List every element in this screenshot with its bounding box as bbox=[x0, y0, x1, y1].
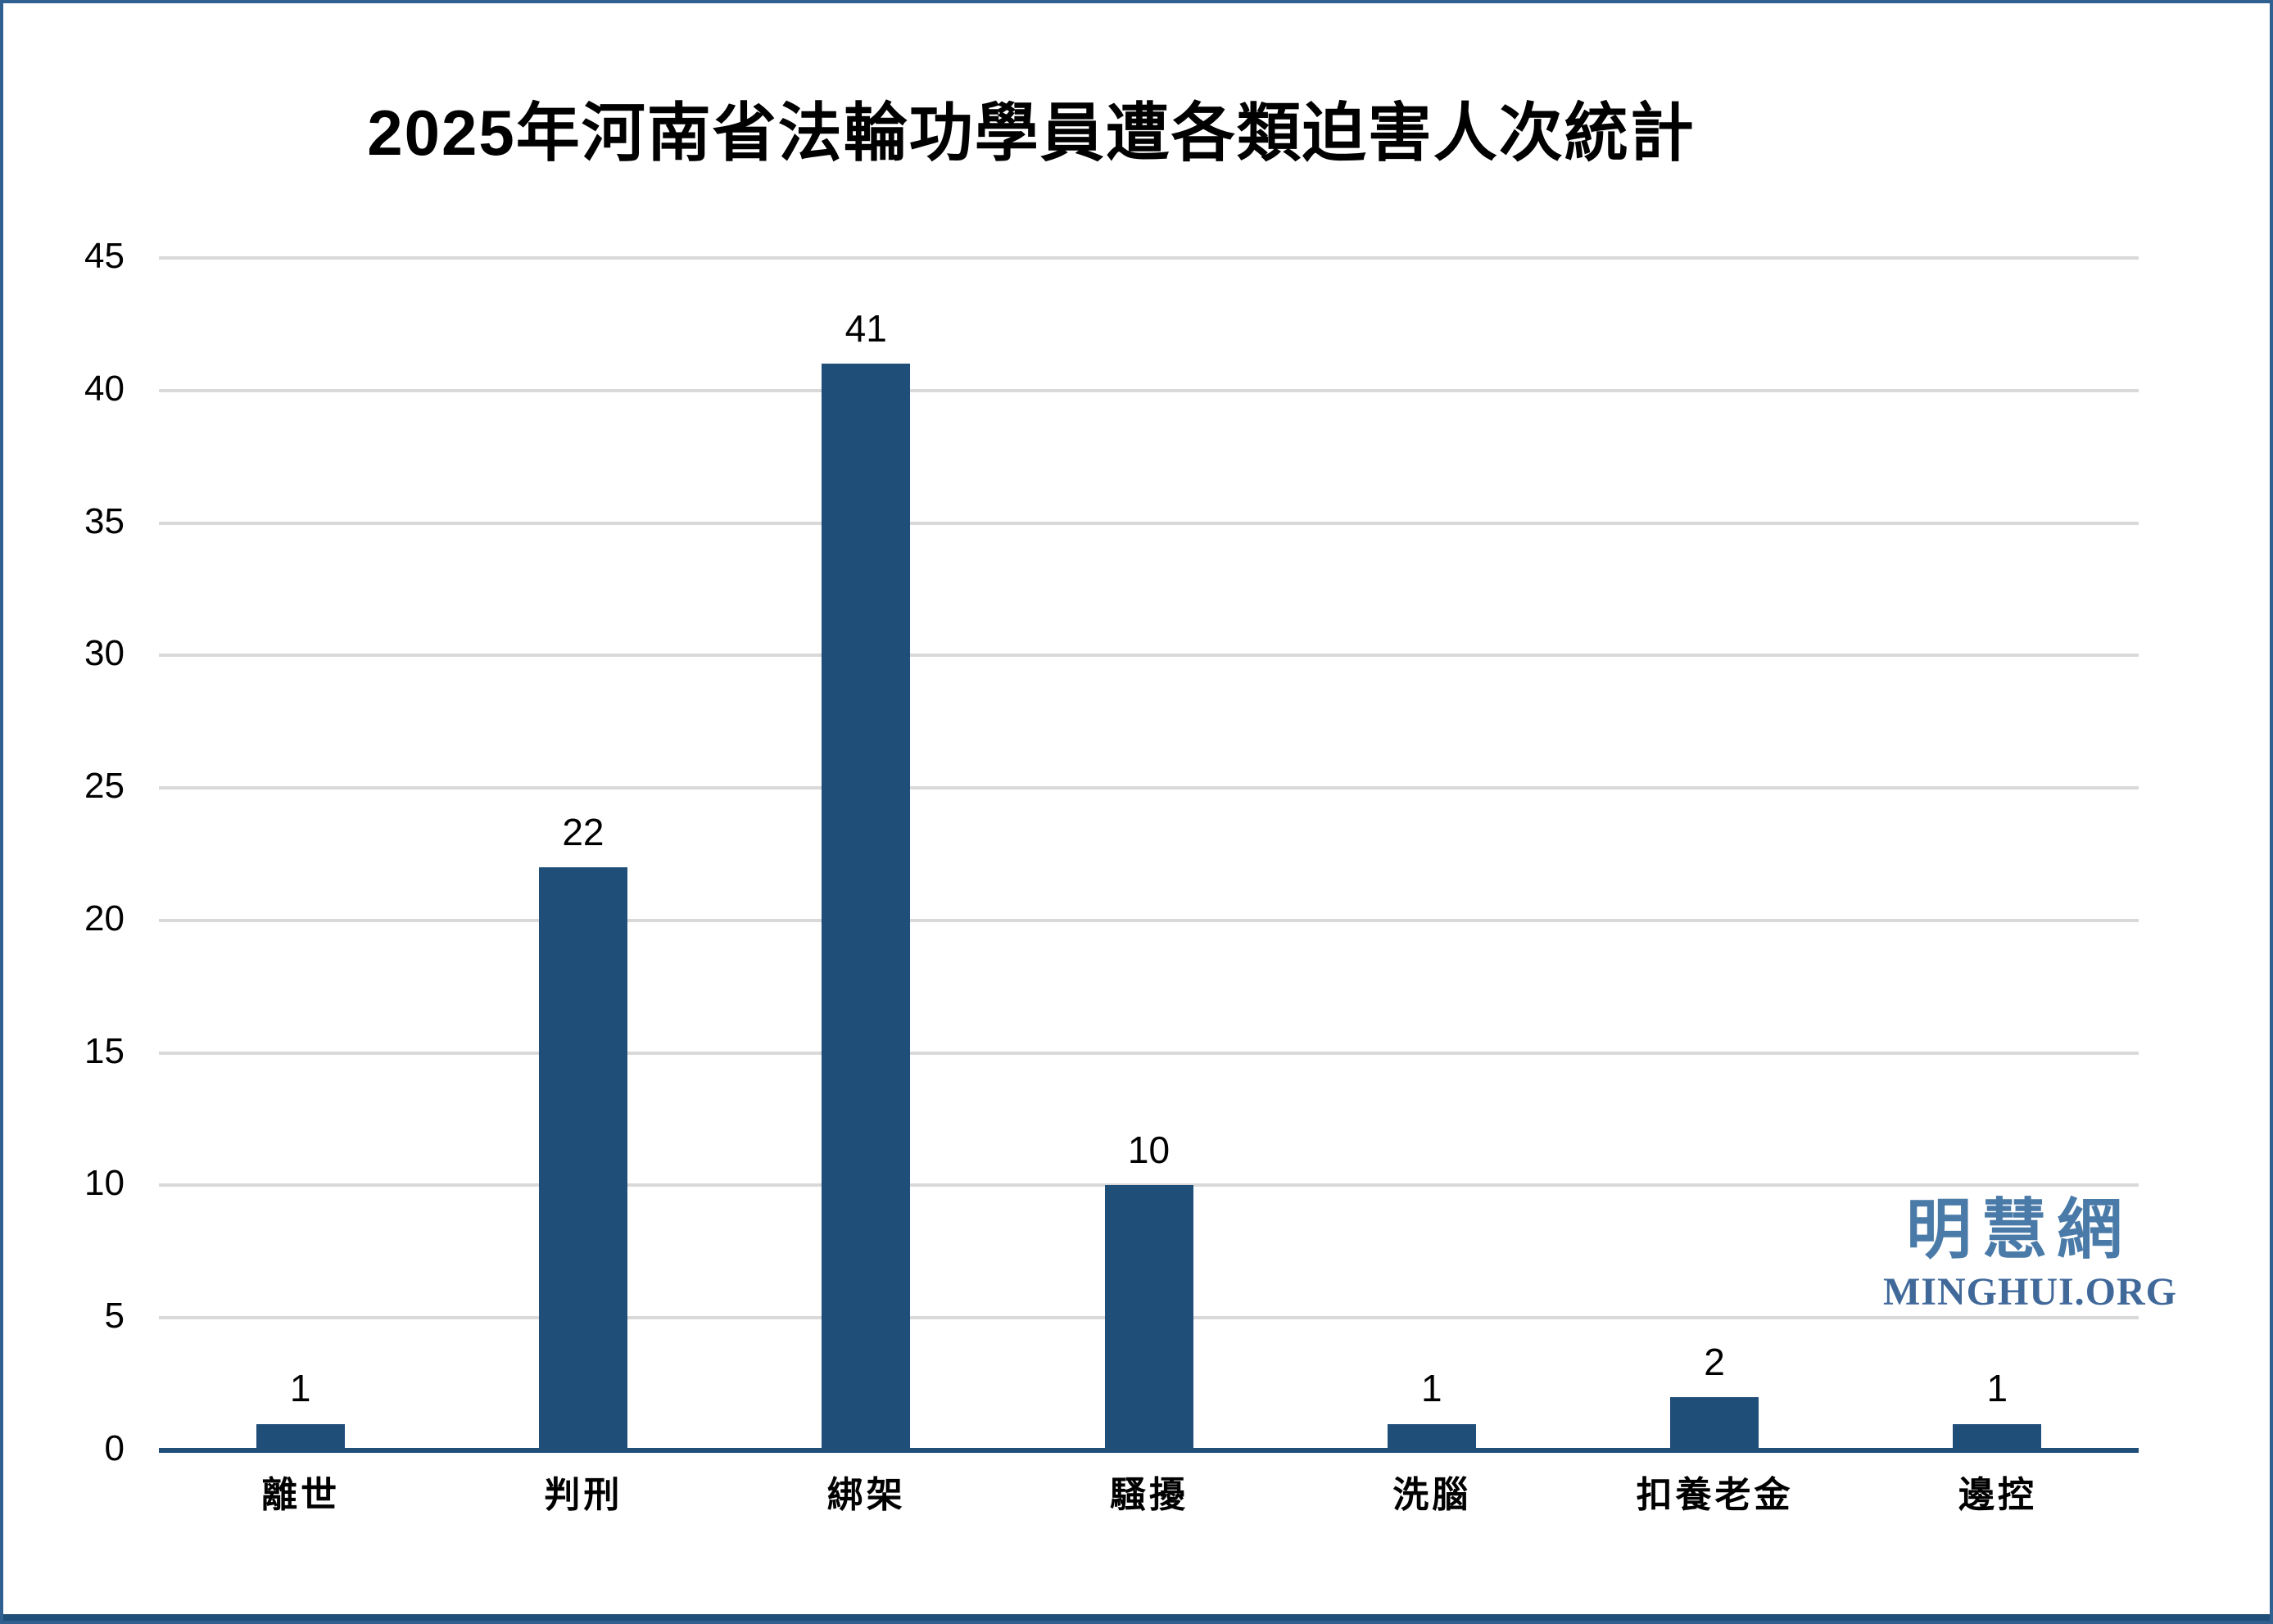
gridline-15 bbox=[159, 1051, 2139, 1055]
y-tick-label-40: 40 bbox=[84, 368, 125, 409]
bar-value-label-騷擾: 10 bbox=[1127, 1128, 1170, 1171]
bar-洗腦 bbox=[1387, 1423, 1476, 1450]
bar-綁架 bbox=[822, 364, 911, 1450]
x-tick-label-洗腦: 洗腦 bbox=[1392, 1475, 1472, 1515]
x-tick-label-離世: 離世 bbox=[261, 1475, 341, 1515]
y-tick-label-5: 5 bbox=[104, 1296, 125, 1337]
bar-value-label-扣養老金: 2 bbox=[1704, 1340, 1725, 1383]
x-tick-label-判刑: 判刑 bbox=[544, 1475, 623, 1515]
y-tick-label-25: 25 bbox=[84, 766, 125, 807]
bar-離世 bbox=[256, 1423, 345, 1450]
bar-value-label-判刑: 22 bbox=[562, 810, 604, 853]
bar-value-label-邊控: 1 bbox=[1986, 1367, 2008, 1410]
y-tick-label-15: 15 bbox=[84, 1030, 125, 1071]
y-axis: 0 5 10 15 20 25 30 35 40 45 bbox=[3, 3, 125, 1621]
bar-判刑 bbox=[538, 867, 627, 1450]
x-axis: 離世 判刑 綁架 騷擾 洗腦 扣養老金 邊控 bbox=[159, 1475, 2139, 1533]
bar-扣養老金 bbox=[1670, 1397, 1759, 1450]
y-tick-label-20: 20 bbox=[84, 898, 125, 939]
plot-area: 1 22 41 10 1 2 1 bbox=[159, 256, 2139, 1453]
bar-騷擾 bbox=[1104, 1185, 1193, 1450]
x-axis-baseline bbox=[159, 1448, 2139, 1453]
gridline-30 bbox=[159, 654, 2139, 658]
gridline-40 bbox=[159, 388, 2139, 392]
y-tick-label-30: 30 bbox=[84, 633, 125, 674]
gridline-35 bbox=[159, 521, 2139, 525]
bar-value-label-綁架: 41 bbox=[844, 306, 887, 350]
minghui-watermark: 明慧網 MINGHUI.ORG bbox=[1883, 1197, 2177, 1314]
bar-value-label-離世: 1 bbox=[289, 1367, 311, 1410]
y-tick-label-10: 10 bbox=[84, 1163, 125, 1204]
x-tick-label-綁架: 綁架 bbox=[826, 1475, 906, 1515]
y-tick-label-45: 45 bbox=[84, 236, 125, 276]
bottom-border-strip bbox=[3, 1614, 2270, 1621]
minghui-logo-zh: 明慧網 bbox=[1906, 1193, 2132, 1266]
gridline-45 bbox=[159, 256, 2139, 260]
x-tick-label-扣養老金: 扣養老金 bbox=[1636, 1475, 1794, 1515]
minghui-logo-en: MINGHUI.ORG bbox=[1883, 1270, 2177, 1314]
gridline-25 bbox=[159, 786, 2139, 790]
bar-value-label-洗腦: 1 bbox=[1420, 1367, 1442, 1410]
y-tick-label-0: 0 bbox=[104, 1428, 125, 1468]
bar-邊控 bbox=[1953, 1423, 2042, 1450]
x-tick-label-騷擾: 騷擾 bbox=[1110, 1475, 1189, 1515]
chart-title: 2025年河南省法輪功學員遭各類迫害人次統計 bbox=[367, 97, 1696, 169]
x-tick-label-邊控: 邊控 bbox=[1958, 1475, 2037, 1515]
gridline-20 bbox=[159, 918, 2139, 922]
y-tick-label-35: 35 bbox=[84, 500, 125, 541]
